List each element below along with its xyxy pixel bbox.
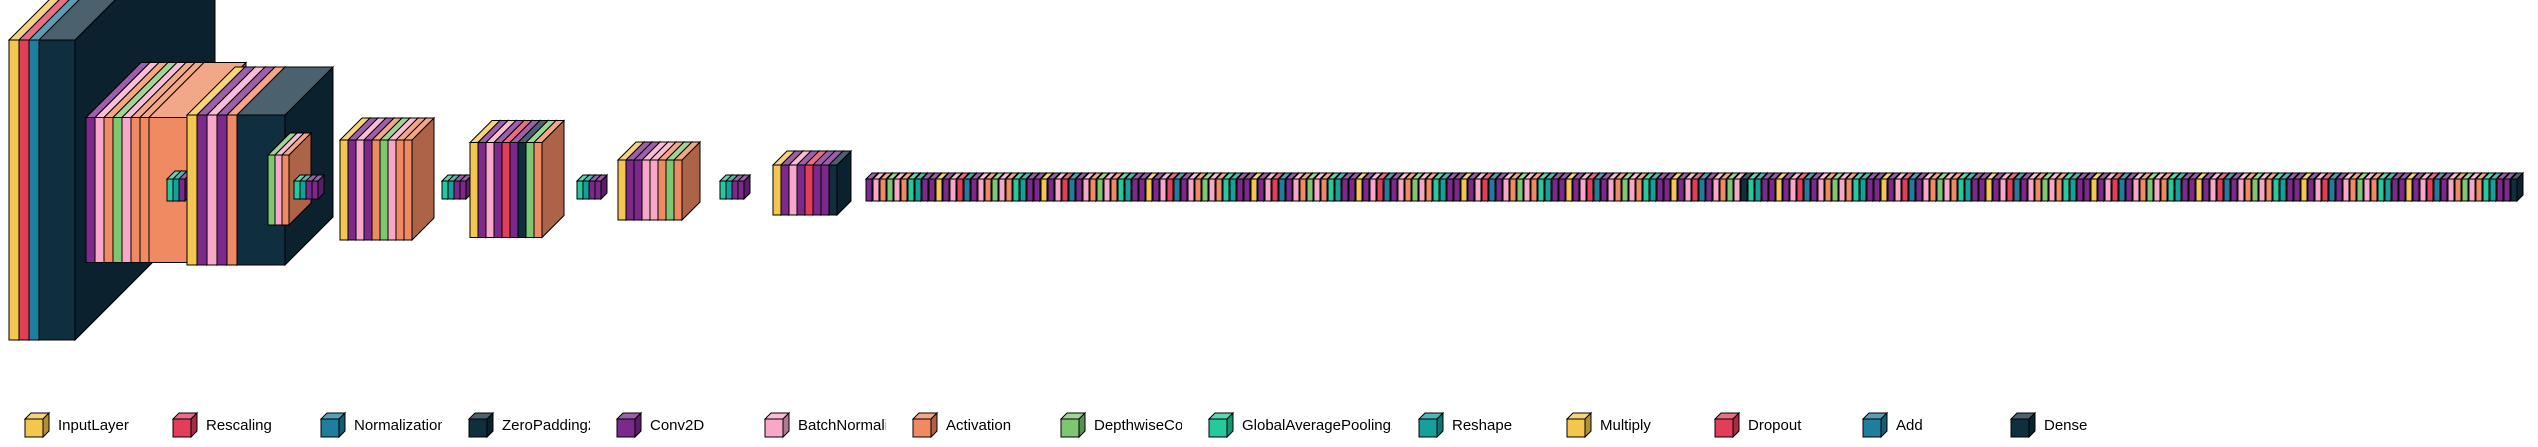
legend-item-conv2d: Conv2D — [614, 411, 738, 439]
legend: InputLayer Rescaling Normalization ZeroPadd… — [22, 410, 2156, 440]
reshape-swatch-icon — [1417, 411, 1445, 439]
layer-activation-36 — [402, 116, 436, 242]
legend-item-globalaveragepooling2d: GlobalAveragePooling2D — [1206, 411, 1392, 439]
legend-item-normalization: Normalization — [318, 411, 442, 439]
legend-label: ZeroPadding2D — [502, 416, 590, 434]
legend-label: Multiply — [1600, 416, 1651, 434]
legend-label: Add — [1896, 416, 1923, 434]
legend-label: Dropout — [1748, 416, 1802, 434]
legend-label: BatchNormalization — [798, 416, 886, 434]
globalaveragepooling2d-swatch-icon — [1207, 411, 1235, 439]
legend-item-multiply: Multiply — [1564, 411, 1688, 439]
legend-label: DepthwiseConv2D — [1094, 416, 1182, 434]
legend-item-rescaling: Rescaling — [170, 411, 294, 439]
layer-activation-49 — [532, 119, 566, 239]
layer-conv2d-27 — [310, 173, 326, 201]
dense-swatch-icon — [2009, 411, 2037, 439]
layer-conv2d-209 — [1809, 171, 1825, 203]
legend-label: Normalization — [354, 416, 442, 434]
legend-label: Dense — [2044, 416, 2088, 434]
inputlayer-swatch-icon — [23, 411, 51, 439]
layer-conv2d-53 — [593, 173, 609, 201]
conv2d-swatch-icon — [615, 411, 643, 439]
legend-item-reshape: Reshape — [1416, 411, 1540, 439]
zeropadding2d-swatch-icon — [467, 411, 495, 439]
legend-label: GlobalAveragePooling2D — [1242, 416, 1392, 434]
activation-swatch-icon — [911, 411, 939, 439]
depthwiseconv2d-swatch-icon — [1059, 411, 1087, 439]
layer-stack — [7, 0, 2525, 342]
multiply-swatch-icon — [1565, 411, 1593, 439]
legend-item-activation: Activation — [910, 411, 1034, 439]
layer-activation-61 — [672, 140, 702, 222]
normalization-swatch-icon — [319, 411, 347, 439]
layer-activation-23 — [280, 131, 313, 227]
add-swatch-icon — [1861, 411, 1889, 439]
legend-label: Conv2D — [650, 416, 705, 434]
batchnormalization-swatch-icon — [763, 411, 791, 439]
legend-label: Rescaling — [206, 416, 272, 434]
layer-dense-309 — [2509, 171, 2525, 203]
legend-item-depthwiseconv2d: DepthwiseConv2D — [1058, 411, 1182, 439]
legend-item-inputlayer: InputLayer — [22, 411, 146, 439]
legend-item-zeropadding2d: ZeroPadding2D — [466, 411, 590, 439]
layer-zeropadding2d-73 — [827, 149, 853, 217]
network-architecture-diagram — [7, 0, 2525, 342]
legend-item-dropout: Dropout — [1712, 411, 1836, 439]
legend-label: Activation — [946, 416, 1012, 434]
rescaling-swatch-icon — [171, 411, 199, 439]
legend-label: InputLayer — [58, 416, 129, 434]
dropout-swatch-icon — [1713, 411, 1741, 439]
legend-label: Reshape — [1452, 416, 1513, 434]
layer-conv2d-65 — [736, 173, 752, 201]
legend-item-add: Add — [1860, 411, 1984, 439]
legend-item-dense: Dense — [2008, 411, 2132, 439]
legend-item-batchnormalization: BatchNormalization — [762, 411, 886, 439]
